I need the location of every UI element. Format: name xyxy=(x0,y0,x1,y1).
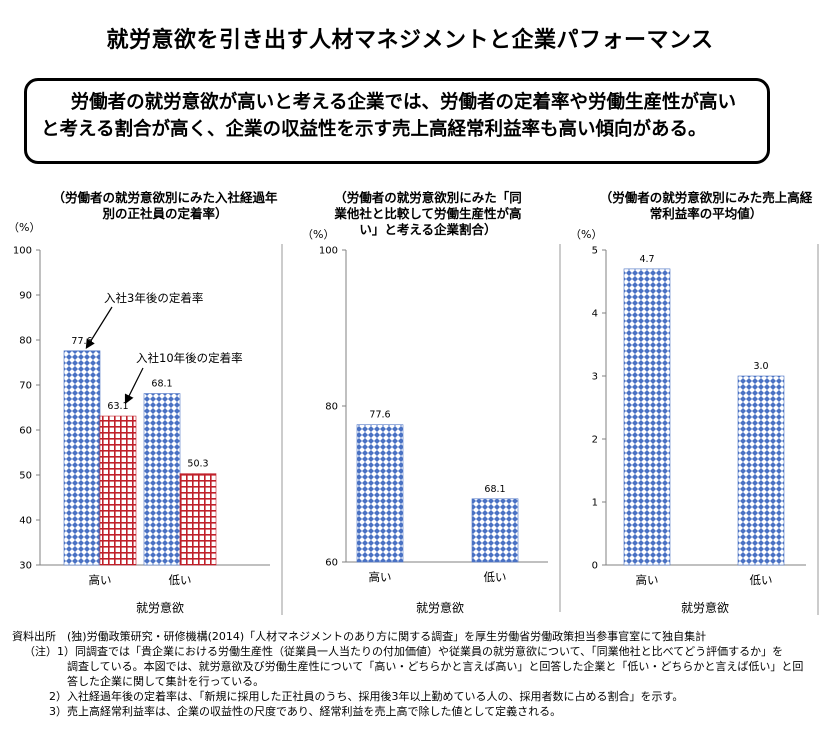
notes-section: 資料出所 (独)労働政策研究・研修機構(2014)「人材マネジメントのあり方に関… xyxy=(12,629,812,719)
x-axis-label: 就労意欲 xyxy=(415,601,464,615)
annotation-arrow xyxy=(85,306,113,350)
y-tick-label: 0 xyxy=(592,561,598,572)
chart-panel-retention: （労働者の就労意欲別にみた入社経過年別の正社員の定着率） （%） 30 40 50 6… xyxy=(0,186,290,626)
data-label: 50.3 xyxy=(187,459,208,470)
y-unit: （%） xyxy=(8,221,41,234)
chart-panel-profit: （労働者の就労意欲別にみた売上高経常利益率の平均値） （%） 0 1 2 3 4 5 4.7… xyxy=(560,186,820,626)
y-tick-label: 2 xyxy=(592,435,598,446)
note-3: 3）売上高経常利益率は、企業の収益性の尺度であり、経常利益を売上高で除した値とし… xyxy=(49,705,562,718)
category-label: 低い xyxy=(484,570,507,584)
summary-box: 労働者の就労意欲が高いと考える企業では、労働者の定着率や労働生産性が高いと考える… xyxy=(24,78,770,164)
y-tick-label: 60 xyxy=(325,558,338,569)
y-tick-label: 40 xyxy=(19,516,32,527)
y-tick-label: 90 xyxy=(19,291,32,302)
annotation-10yr: 入社10年後の定着率 xyxy=(136,351,243,365)
y-tick-label: 30 xyxy=(19,561,32,572)
data-label: 68.1 xyxy=(484,484,505,495)
bar-a xyxy=(356,424,404,563)
data-label: 4.7 xyxy=(639,254,654,265)
chart-retention: 30 40 50 60 70 80 90 100 77.6 68.1 63.1 50.3 高い 低い 入社3… xyxy=(13,244,283,615)
y-tick-label: 4 xyxy=(592,309,598,320)
y-tick-label: 3 xyxy=(592,372,598,383)
category-label: 低い xyxy=(750,573,773,587)
note-1-cont: 調査している。本図では、就労意欲及び労働生産性について「高い・どちらかと言えば高… xyxy=(67,660,804,673)
data-label: 3.0 xyxy=(753,361,768,372)
chart-title: （労働者の就労意欲別にみた「同業他社と比較して労働生産性が高い」と考える企業割合… xyxy=(334,190,522,237)
y-unit: （%） xyxy=(302,228,335,241)
category-label: 高い xyxy=(369,570,392,584)
y-tick-label: 100 xyxy=(13,246,32,257)
data-label: 77.6 xyxy=(369,410,390,421)
chart-profit: 0 1 2 3 4 5 4.7 3.0 高い 低い xyxy=(592,244,819,615)
category-label: 低い xyxy=(169,573,192,587)
y-tick-label: 80 xyxy=(19,336,32,347)
category-label: 高い xyxy=(636,573,659,587)
y-tick-label: 100 xyxy=(319,246,338,257)
y-tick-label: 1 xyxy=(592,498,598,509)
y-tick-label: 5 xyxy=(592,246,598,257)
y-unit: （%） xyxy=(570,228,603,241)
x-axis-label: 就労意欲 xyxy=(135,601,184,615)
bar-b xyxy=(179,473,217,566)
summary-text: 労働者の就労意欲が高いと考える企業では、労働者の定着率や労働生産性が高いと考える… xyxy=(41,92,737,140)
page-title: 就労意欲を引き出す人材マネジメントと企業パフォーマンス xyxy=(106,28,714,53)
source-note: 資料出所 (独)労働政策研究・研修機構(2014)「人材マネジメントのあり方に関… xyxy=(12,630,707,643)
bar-a xyxy=(623,268,671,566)
x-axis-label: 就労意欲 xyxy=(680,601,729,615)
bar-a xyxy=(737,375,785,566)
note-1-cont2: 答した企業に関して集計を行っている。 xyxy=(67,675,265,688)
data-label: 63.1 xyxy=(107,401,128,412)
bar-a xyxy=(63,350,101,566)
annotation-arrow xyxy=(124,367,144,405)
data-label: 68.1 xyxy=(151,379,172,390)
annotation-3yr: 入社3年後の定着率 xyxy=(104,291,203,305)
y-tick-label: 80 xyxy=(325,402,338,413)
y-tick-label: 70 xyxy=(19,381,32,392)
chart-panel-productivity: （労働者の就労意欲別にみた「同業他社と比較して労働生産性が高い」と考える企業割合… xyxy=(290,186,561,626)
bar-a xyxy=(471,498,519,563)
chart-productivity: 60 80 100 77.6 68.1 高い 低い xyxy=(319,244,561,612)
note-2: 2）入社経過年後の定着率は、「新規に採用した正社員のうち、採用後3年以上勤めてい… xyxy=(49,690,684,703)
y-tick-label: 50 xyxy=(19,471,32,482)
chart-title: （労働者の就労意欲別にみた入社経過年別の正社員の定着率） xyxy=(52,190,278,221)
bar-a xyxy=(143,393,181,566)
note-1: （注）1）同調査では「貴企業における労働生産性（従業員一人当たりの付加価値）や従… xyxy=(24,645,784,658)
y-tick-label: 60 xyxy=(19,426,32,437)
data-label: 77.6 xyxy=(71,336,92,347)
category-label: 高い xyxy=(89,573,112,587)
bar-b xyxy=(99,415,137,566)
chart-title: （労働者の就労意欲別にみた売上高経常利益率の平均値） xyxy=(599,190,813,221)
